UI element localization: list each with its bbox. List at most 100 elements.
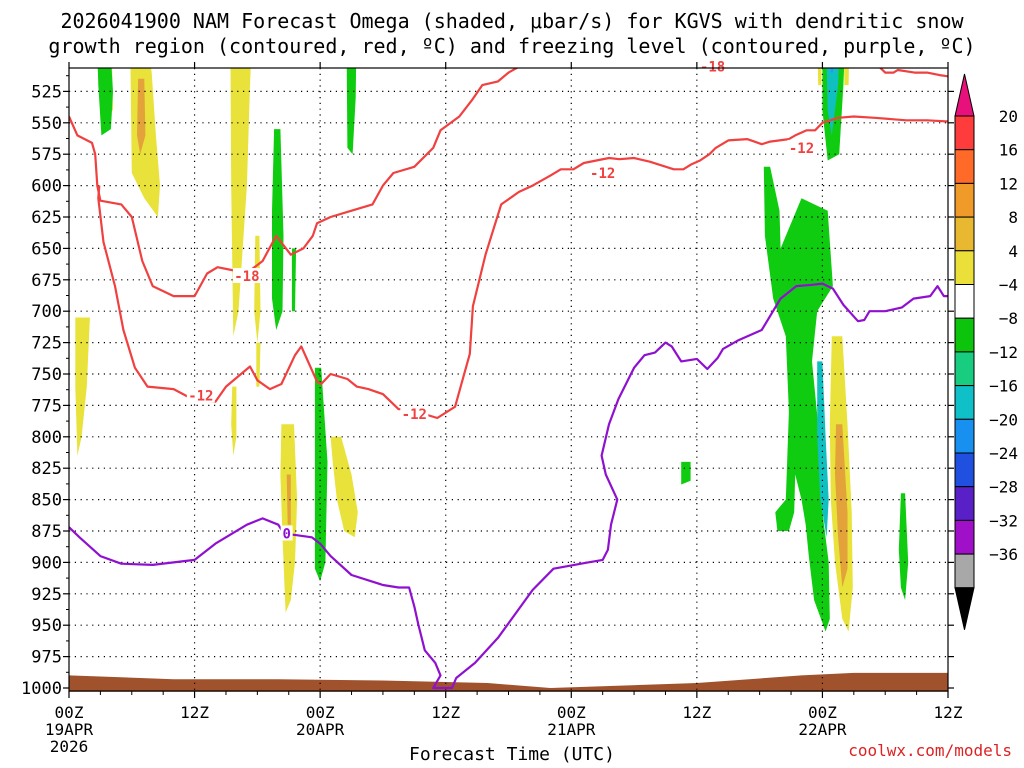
dgz-contour-upper: [69, 68, 948, 298]
omega-region: [314, 367, 328, 582]
omega-region: [898, 493, 909, 601]
contour-label-bg: [186, 387, 215, 403]
x-tick-label: 12Z: [682, 703, 711, 722]
x-tick-label: 12Z: [934, 703, 963, 722]
y-tick-label: 525: [31, 82, 62, 102]
contour-label-bg: [787, 139, 816, 155]
ground-layer: [69, 672, 948, 692]
omega-region: [830, 68, 834, 73]
site-credit[interactable]: coolwx.com/models: [848, 741, 1012, 760]
omega-region: [346, 68, 357, 155]
chart-title-line-1: 2026041900 NAM Forecast Omega (shaded, μ…: [60, 9, 964, 33]
contour-layer: [69, 68, 948, 690]
omega-region: [137, 78, 146, 155]
y-tick-label: 800: [31, 428, 62, 448]
contour-label: -12: [590, 166, 615, 182]
x-tick-label: 00Z: [306, 703, 335, 722]
y-tick-label: 975: [31, 648, 62, 668]
y-tick-label: 725: [31, 334, 62, 354]
colorbar-swatch: [954, 418, 975, 454]
omega-region: [817, 361, 829, 538]
omega-region: [286, 474, 291, 525]
colorbar-label: −4: [999, 276, 1018, 295]
y-tick-label: 750: [31, 365, 62, 385]
contour-label-bg: [232, 268, 261, 284]
omega-region: [826, 68, 839, 136]
contour-label-bg: [280, 525, 293, 541]
y-tick-label: 875: [31, 522, 62, 542]
contour-label: 0: [282, 527, 290, 543]
omega-region: [231, 386, 237, 456]
x-tick-label: 22APR: [798, 720, 847, 739]
colorbar-label: 16: [999, 141, 1018, 160]
colorbar-swatch: [954, 284, 975, 319]
omega-region: [254, 235, 261, 343]
contour-label-bg: [588, 165, 617, 181]
omega-region: [256, 342, 261, 387]
omega-region: [681, 461, 691, 485]
contour-label: -12: [789, 141, 814, 157]
omega-region: [291, 248, 297, 312]
omega-region: [844, 68, 849, 86]
colorbar-swatch: [954, 182, 975, 218]
colorbar-swatch: [954, 149, 975, 184]
y-tick-label: 900: [31, 553, 62, 573]
omega-region: [763, 166, 833, 632]
y-tick-label: 950: [31, 616, 62, 636]
colorbar-label: 4: [1008, 242, 1018, 261]
contour-label-bg: [698, 58, 727, 74]
x-axis-title: Forecast Time (UTC): [409, 744, 615, 765]
contour-label: -12: [188, 388, 213, 404]
x-tick-label: 00Z: [557, 703, 586, 722]
y-tick-label: 825: [31, 459, 62, 479]
chart-title-line-2: growth region (contoured, red, ºC) and f…: [48, 34, 976, 58]
y-tick-label: 650: [31, 239, 62, 259]
colorbar-top-arrow: [954, 73, 975, 117]
colorbar-swatch: [954, 486, 975, 521]
contour-label: -18: [234, 269, 259, 285]
y-tick-label: 625: [31, 208, 62, 228]
omega-region: [330, 436, 358, 538]
freezing-level-contour: [69, 282, 948, 690]
axes: 525 550 575 600 625 650 675 700 725 750 775 800 825 8…: [21, 62, 963, 756]
colorbar-swatch: [954, 250, 975, 286]
colorbar-label: 12: [999, 174, 1018, 193]
omega-region: [272, 129, 284, 330]
x-tick-label: 21APR: [547, 720, 596, 739]
y-tick-label: 700: [31, 302, 62, 322]
colorbar-swatch: [954, 553, 975, 589]
colorbar-label: −16: [989, 377, 1018, 396]
y-tick-label: 600: [31, 177, 62, 197]
omega-region: [97, 68, 113, 136]
x-tick-label: 00Z: [55, 703, 84, 722]
y-tick-label: 550: [31, 114, 62, 134]
colorbar-swatch: [954, 452, 975, 488]
colorbar-label: −20: [989, 410, 1018, 429]
colorbar-swatch: [954, 351, 975, 387]
x-tick-label: 2026: [50, 737, 89, 756]
dgz-contour-lower: [97, 115, 948, 420]
colorbar-label: −32: [989, 511, 1018, 530]
colorbar-swatch: [954, 519, 975, 555]
contour-label-bg: [400, 406, 429, 422]
contour-labels: -18 -18 -12 -12 -12 -12 0: [186, 58, 816, 543]
colorbar-label: −36: [989, 545, 1018, 564]
colorbar-swatch: [954, 385, 975, 420]
omega-region: [835, 424, 848, 588]
omega-region: [104, 45, 110, 66]
x-tick-label: 12Z: [180, 703, 209, 722]
y-tick-label: 575: [31, 145, 62, 165]
omega-region: [817, 68, 822, 86]
colorbar-swatch: [954, 317, 975, 353]
y-tick-label: 925: [31, 585, 62, 605]
colorbar-label: 20: [999, 107, 1018, 126]
colorbar-label: −24: [989, 444, 1018, 463]
x-tick-label: 12Z: [431, 703, 460, 722]
colorbar-bottom-arrow: [954, 587, 975, 630]
omega-region: [230, 68, 251, 337]
y-tick-label: 850: [31, 491, 62, 511]
colorbar-label: −12: [989, 343, 1018, 362]
x-tick-label: 20APR: [296, 720, 345, 739]
x-tick-label: 19APR: [45, 720, 94, 739]
contour-label: -12: [402, 407, 427, 423]
